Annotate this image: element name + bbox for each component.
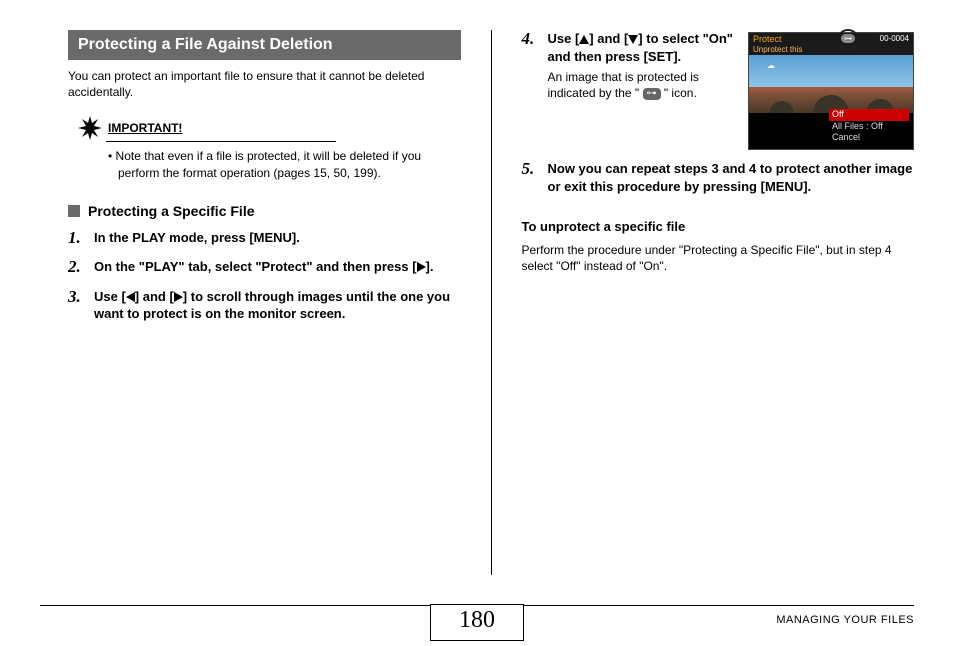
scr-sub: Unprotect this xyxy=(749,45,913,55)
triangle-left-icon xyxy=(126,292,135,302)
subhead-protect-specific: Protecting a Specific File xyxy=(68,203,461,219)
triangle-down-icon xyxy=(628,35,638,44)
unprotect-body: Perform the procedure under "Protecting … xyxy=(522,242,915,274)
page-footer: 180 MANAGING YOUR FILES xyxy=(40,605,914,626)
column-divider xyxy=(491,30,492,575)
triangle-right-icon xyxy=(417,262,426,272)
camera-screenshot: Protect ⊶ 00-0004 Unprotect this ☁ Off A… xyxy=(748,32,914,150)
section-header: Protecting a File Against Deletion xyxy=(68,30,461,60)
page-number: 180 xyxy=(430,604,524,641)
burst-icon xyxy=(78,116,102,140)
important-bullet: • Note that even if a file is protected,… xyxy=(78,148,461,180)
scr-key-pill: ⊶ xyxy=(841,34,855,43)
step-2: 2. On the "PLAY" tab, select "Protect" a… xyxy=(68,258,461,276)
step-3: 3. Use [] and [] to scroll through image… xyxy=(68,288,461,323)
scr-title: Protect xyxy=(753,34,782,44)
step-5: 5. Now you can repeat steps 3 and 4 to p… xyxy=(522,160,915,195)
step-1: 1. In the PLAY mode, press [MENU]. xyxy=(68,229,461,247)
scr-menu: Off All Files : Off Cancel xyxy=(829,109,909,143)
intro-text: You can protect an important file to ens… xyxy=(68,68,461,100)
footer-section-label: MANAGING YOUR FILES xyxy=(776,614,914,626)
scr-counter: 00-0004 xyxy=(880,34,909,44)
triangle-up-icon xyxy=(579,35,589,44)
important-box: IMPORTANT! • Note that even if a file is… xyxy=(78,116,461,180)
triangle-right-icon xyxy=(174,292,183,302)
square-bullet-icon xyxy=(68,205,80,217)
important-label: IMPORTANT! xyxy=(108,121,302,136)
step-4: 4. Use [] and [] to select "On" and then… xyxy=(522,30,737,138)
key-icon: ⊶ xyxy=(643,88,661,100)
unprotect-head: To unprotect a specific file xyxy=(522,219,915,234)
